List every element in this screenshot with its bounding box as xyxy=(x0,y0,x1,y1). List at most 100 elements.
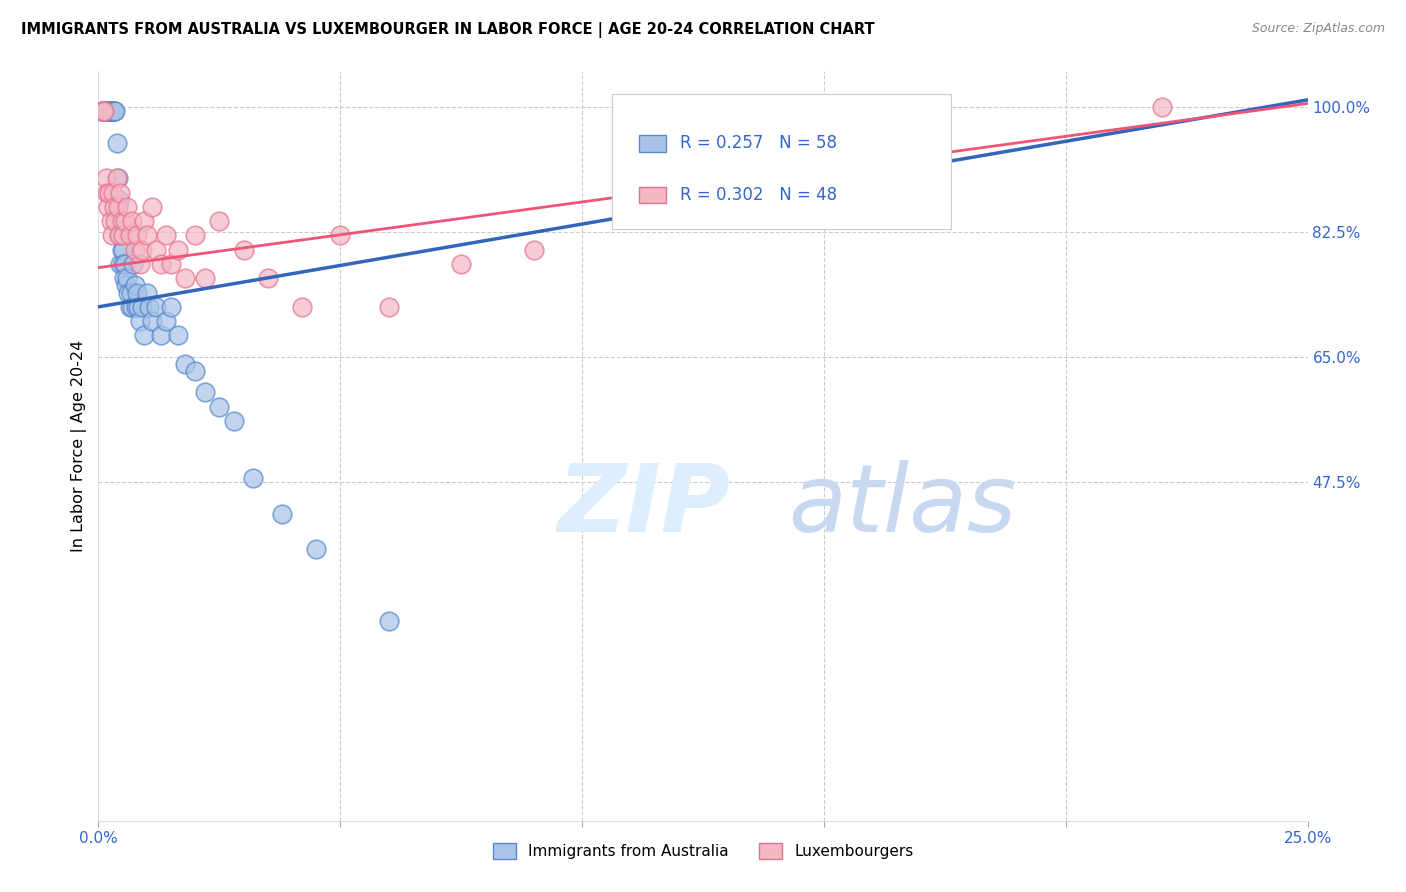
Point xyxy=(208,400,231,414)
Point xyxy=(167,328,190,343)
Point xyxy=(96,103,118,118)
Point xyxy=(121,214,143,228)
Point xyxy=(208,214,231,228)
Point xyxy=(111,243,134,257)
Point xyxy=(1152,100,1174,114)
Point xyxy=(160,257,183,271)
Point xyxy=(104,214,127,228)
Point xyxy=(128,257,150,271)
FancyBboxPatch shape xyxy=(638,186,665,203)
Point xyxy=(105,136,128,150)
Point xyxy=(94,171,117,186)
Point xyxy=(91,103,114,118)
Point xyxy=(222,414,245,428)
Point xyxy=(97,103,120,118)
Point xyxy=(100,103,122,118)
Point xyxy=(242,471,264,485)
Legend: Immigrants from Australia, Luxembourgers: Immigrants from Australia, Luxembourgers xyxy=(486,838,920,865)
Point xyxy=(377,614,399,628)
Point xyxy=(100,103,122,118)
Point xyxy=(124,243,146,257)
Point xyxy=(194,271,217,285)
Point xyxy=(138,300,160,314)
Point xyxy=(290,300,312,314)
Point xyxy=(155,228,177,243)
Point xyxy=(108,257,131,271)
Point xyxy=(131,243,153,257)
Point xyxy=(118,300,141,314)
Point xyxy=(91,103,114,118)
Point xyxy=(107,200,129,214)
Point xyxy=(96,186,118,200)
Point xyxy=(117,285,139,300)
Point xyxy=(107,171,129,186)
Point xyxy=(450,257,472,271)
Point xyxy=(93,103,115,118)
Point xyxy=(141,314,163,328)
Point xyxy=(111,243,134,257)
Point xyxy=(160,300,183,314)
Point xyxy=(104,103,127,118)
Point xyxy=(135,228,157,243)
Point xyxy=(101,103,124,118)
Point xyxy=(150,328,173,343)
Point xyxy=(135,285,157,300)
Point xyxy=(128,314,150,328)
Point xyxy=(305,542,328,557)
Point xyxy=(111,257,134,271)
Point xyxy=(120,285,142,300)
Point xyxy=(93,103,115,118)
Point xyxy=(150,257,173,271)
Point xyxy=(232,243,254,257)
Point xyxy=(91,103,114,118)
Point xyxy=(101,186,124,200)
Point xyxy=(121,300,143,314)
Point xyxy=(184,228,207,243)
Point xyxy=(101,228,124,243)
Point xyxy=(112,271,135,285)
Point xyxy=(184,364,207,378)
Point xyxy=(103,200,125,214)
Point xyxy=(124,278,146,293)
Point xyxy=(910,186,932,200)
Point xyxy=(103,103,125,118)
Point xyxy=(125,300,148,314)
Point xyxy=(127,300,149,314)
Y-axis label: In Labor Force | Age 20-24: In Labor Force | Age 20-24 xyxy=(72,340,87,552)
Point xyxy=(107,193,129,207)
FancyBboxPatch shape xyxy=(638,135,665,152)
Point xyxy=(329,228,352,243)
Text: R = 0.257   N = 58: R = 0.257 N = 58 xyxy=(681,135,837,153)
Point xyxy=(174,357,197,371)
Point xyxy=(134,214,156,228)
Point xyxy=(194,385,217,400)
Point xyxy=(105,171,128,186)
Point xyxy=(117,271,139,285)
Point xyxy=(118,228,141,243)
Point xyxy=(111,214,134,228)
FancyBboxPatch shape xyxy=(613,94,950,228)
Point xyxy=(377,300,399,314)
Point xyxy=(167,243,190,257)
Point xyxy=(114,257,136,271)
Point xyxy=(122,257,145,271)
Point xyxy=(115,278,138,293)
Point xyxy=(145,243,167,257)
Point xyxy=(108,228,131,243)
Point xyxy=(101,103,124,118)
Point xyxy=(103,103,125,118)
Point xyxy=(108,186,131,200)
Point xyxy=(114,214,136,228)
Text: Source: ZipAtlas.com: Source: ZipAtlas.com xyxy=(1251,22,1385,36)
Point xyxy=(98,103,121,118)
Point xyxy=(155,314,177,328)
Point xyxy=(131,300,153,314)
Point xyxy=(145,300,167,314)
Point xyxy=(91,103,114,118)
Point xyxy=(101,103,124,118)
Point xyxy=(107,228,129,243)
Point xyxy=(117,200,139,214)
Point xyxy=(94,103,117,118)
Point xyxy=(98,186,121,200)
Point xyxy=(127,228,149,243)
